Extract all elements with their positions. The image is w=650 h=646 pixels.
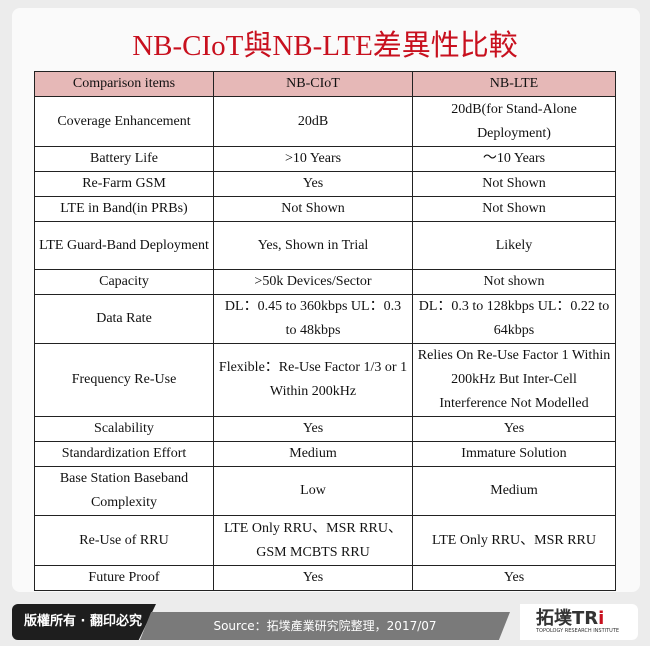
- cell-nb-lte: Likely: [412, 221, 616, 270]
- cell-nb-lte: LTE Only RRU、MSR RRU: [412, 515, 616, 566]
- cell-nb-ciot: Yes: [213, 416, 413, 442]
- cell-item: Base Station Baseband Complexity: [34, 466, 214, 516]
- cell-item: Scalability: [34, 416, 214, 442]
- table-row: Standardization Effort Medium Immature Sol…: [34, 441, 616, 467]
- table-row: Coverage Enhancement 20dB 20dB(for Stand-A…: [34, 96, 616, 147]
- table-row: Future Proof Yes Yes: [34, 565, 616, 591]
- logo-subtitle: TOPOLOGY RESEARCH INSTITUTE: [536, 628, 620, 634]
- cell-item: Re-Use of RRU: [34, 515, 214, 566]
- table-row: Re-Farm GSM Yes Not Shown: [34, 171, 616, 197]
- page-title: NB-CIoT與NB-LTE差異性比較: [132, 30, 518, 62]
- cell-item: Battery Life: [34, 146, 214, 172]
- table-row: LTE Guard-Band Deployment Yes, Shown in T…: [34, 221, 616, 270]
- header-nb-ciot: NB-CIoT: [213, 71, 413, 97]
- cell-nb-lte: ～10 Years: [412, 146, 616, 172]
- table-row: Frequency Re-Use Flexible：Re-Use Factor 1…: [34, 343, 616, 417]
- cell-nb-ciot: DL：0.45 to 360kbps UL：0.3 to 48kbps: [213, 294, 413, 344]
- cell-nb-ciot: Yes: [213, 171, 413, 197]
- logo-mark: 拓墣TRi: [536, 608, 605, 629]
- header-items: Comparison items: [34, 71, 214, 97]
- cell-item: Data Rate: [34, 294, 214, 344]
- source-label: Source：拓墣產業研究院整理，2017/07: [140, 612, 510, 640]
- header-nb-lte: NB-LTE: [412, 71, 616, 97]
- comparison-table: Comparison items NB-CIoT NB-LTE Coverage…: [34, 71, 616, 591]
- cell-item: Frequency Re-Use: [34, 343, 214, 417]
- cell-nb-ciot: Flexible：Re-Use Factor 1/3 or 1 Within 2…: [213, 343, 413, 417]
- table-header-row: Comparison items NB-CIoT NB-LTE: [34, 71, 616, 97]
- cell-nb-ciot: Not Shown: [213, 196, 413, 222]
- cell-nb-lte: Yes: [412, 416, 616, 442]
- table-row: Battery Life >10 Years ～10 Years: [34, 146, 616, 172]
- cell-item: Standardization Effort: [34, 441, 214, 467]
- cell-item: Future Proof: [34, 565, 214, 591]
- table-row: Data Rate DL：0.45 to 360kbps UL：0.3 to 48…: [34, 294, 616, 344]
- copyright-label: 版權所有 · 翻印必究: [12, 604, 156, 640]
- table-row: Base Station Baseband Complexity Low Mediu…: [34, 466, 616, 516]
- cell-nb-lte: DL：0.3 to 128kbps UL：0.22 to 64kbps: [412, 294, 616, 344]
- cell-nb-ciot: 20dB: [213, 96, 413, 147]
- cell-nb-lte: Medium: [412, 466, 616, 516]
- cell-nb-ciot: >50k Devices/Sector: [213, 269, 413, 295]
- cell-nb-ciot: Low: [213, 466, 413, 516]
- cell-nb-lte: Not shown: [412, 269, 616, 295]
- cell-item: LTE in Band(in PRBs): [34, 196, 214, 222]
- cell-item: Coverage Enhancement: [34, 96, 214, 147]
- table-row: Capacity >50k Devices/Sector Not shown: [34, 269, 616, 295]
- cell-nb-lte: Relies On Re-Use Factor 1 Within 200kHz …: [412, 343, 616, 417]
- cell-nb-lte: Not Shown: [412, 171, 616, 197]
- table-row: LTE in Band(in PRBs) Not Shown Not Shown: [34, 196, 616, 222]
- footer: 版權所有 · 翻印必究 Source：拓墣產業研究院整理，2017/07 拓墣T…: [0, 604, 650, 640]
- cell-nb-lte: Immature Solution: [412, 441, 616, 467]
- cell-nb-ciot: Yes: [213, 565, 413, 591]
- cell-nb-lte: Yes: [412, 565, 616, 591]
- tri-logo: 拓墣TRi TOPOLOGY RESEARCH INSTITUTE: [520, 604, 638, 640]
- cell-nb-ciot: >10 Years: [213, 146, 413, 172]
- cell-nb-ciot: LTE Only RRU、MSR RRU、GSM MCBTS RRU: [213, 515, 413, 566]
- cell-nb-lte: 20dB(for Stand-Alone Deployment): [412, 96, 616, 147]
- cell-nb-ciot: Medium: [213, 441, 413, 467]
- table-row: Scalability Yes Yes: [34, 416, 616, 442]
- cell-item: Capacity: [34, 269, 214, 295]
- cell-nb-ciot: Yes, Shown in Trial: [213, 221, 413, 270]
- cell-item: Re-Farm GSM: [34, 171, 214, 197]
- cell-item: LTE Guard-Band Deployment: [34, 221, 214, 270]
- cell-nb-lte: Not Shown: [412, 196, 616, 222]
- table-row: Re-Use of RRU LTE Only RRU、MSR RRU、GSM MC…: [34, 515, 616, 566]
